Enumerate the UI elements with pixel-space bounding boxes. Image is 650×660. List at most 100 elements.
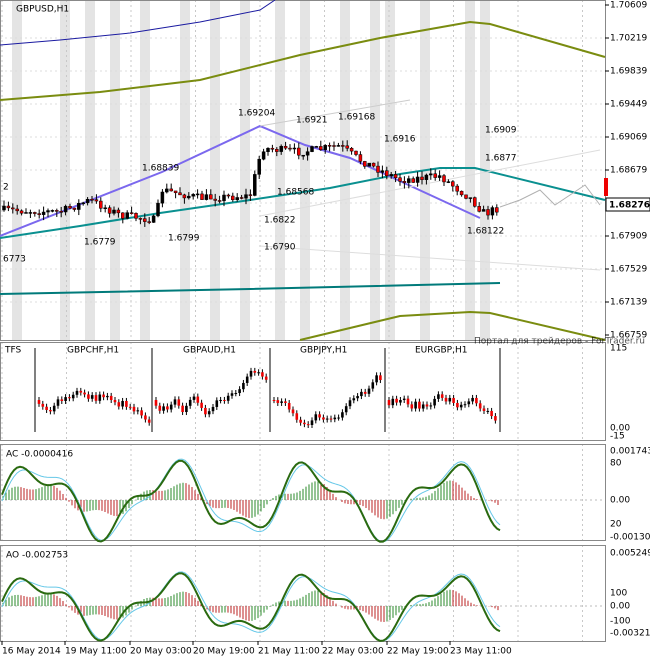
candle-body <box>299 419 302 423</box>
candle-body <box>318 414 321 418</box>
candle-body <box>261 372 264 377</box>
candle-body <box>391 398 395 406</box>
upper-blue-line <box>0 0 276 46</box>
candle-body <box>264 376 268 380</box>
pane-border <box>0 444 606 541</box>
candle-body <box>348 400 352 407</box>
candle-body <box>245 376 249 383</box>
panel-title: TFS <box>4 346 22 356</box>
panel-symbol: GBPJPY,H1 <box>300 346 347 356</box>
candle-body <box>297 147 301 156</box>
price-axis-label: 1.66759 <box>610 331 647 341</box>
candle-body <box>140 410 143 416</box>
candle-body <box>367 162 371 167</box>
candle-body <box>349 148 354 152</box>
candle-body <box>288 147 292 150</box>
candle-body <box>270 147 275 150</box>
pane-title: AO -0.002753 <box>6 551 68 561</box>
candle-body <box>272 400 276 401</box>
candle-body <box>235 197 239 201</box>
candle-body <box>166 406 169 410</box>
candle-body <box>333 417 337 420</box>
candle-body <box>238 389 241 394</box>
candle-body <box>6 205 11 209</box>
price-marker <box>604 178 608 196</box>
candle-body <box>19 210 24 214</box>
candle-body <box>147 419 151 423</box>
price-axis-label: 1.67529 <box>610 265 647 275</box>
candle-body <box>37 400 41 404</box>
oscillator-axis-label: 0.005249 <box>610 549 650 559</box>
price-axis-label: 1.67139 <box>610 298 647 308</box>
candle-body <box>41 211 46 215</box>
candle-body <box>132 406 136 412</box>
candle-body <box>279 145 283 152</box>
fan-line <box>259 245 601 271</box>
candle-body <box>46 210 50 213</box>
candle-body <box>376 165 380 173</box>
candle-body <box>181 405 184 413</box>
candle-body <box>187 195 191 199</box>
candle-body <box>393 174 398 179</box>
candle-body <box>283 145 288 149</box>
candle-body <box>410 404 414 409</box>
candle-body <box>178 192 182 196</box>
candle-body <box>478 403 482 409</box>
candle-body <box>332 145 336 147</box>
candle-body <box>358 154 363 162</box>
candle-body <box>442 175 446 183</box>
candle-body <box>371 382 375 389</box>
candle-body <box>341 412 344 418</box>
candle-body <box>399 400 402 403</box>
candle-body <box>68 205 72 209</box>
candle-body <box>192 396 196 400</box>
candle-body <box>261 151 266 160</box>
candle-body <box>319 146 323 150</box>
candle-body <box>248 194 253 196</box>
candle-body <box>389 174 393 177</box>
candle-body <box>37 213 41 215</box>
candle-body <box>329 418 333 420</box>
fan-line <box>259 149 601 217</box>
pane-border <box>0 342 606 441</box>
price-annotation: 1.6790 <box>264 243 296 253</box>
time-axis-label: 23 May 11:00 <box>450 647 512 657</box>
candle-body <box>429 405 433 407</box>
candle-body <box>2 205 6 211</box>
candle-body <box>451 181 455 187</box>
candle-body <box>429 173 433 176</box>
fan-line <box>259 99 411 127</box>
candle-body <box>444 397 448 402</box>
olive-band-lower <box>299 310 606 341</box>
candle-body <box>90 198 94 201</box>
oscillator-axis-label: 0.00 <box>610 496 630 506</box>
candle-body <box>459 404 463 408</box>
watermark: Портал для трейдеров - ForTrader.ru <box>474 337 645 347</box>
candle-body <box>337 417 340 419</box>
candle-body <box>121 400 124 407</box>
candle-body <box>446 181 451 183</box>
candle-body <box>102 394 105 398</box>
candle-body <box>90 395 94 399</box>
price-annotation: 2 <box>3 183 9 193</box>
candle-body <box>77 202 81 210</box>
candle-body <box>117 402 121 407</box>
candle-body <box>360 391 363 397</box>
candle-body <box>24 212 28 214</box>
tfs-axis-label: 115 <box>610 344 627 354</box>
candle-body <box>147 221 151 223</box>
oscillator-axis-label: 0.00 <box>610 602 630 612</box>
candle-body <box>455 185 459 192</box>
price-annotation: 1.6799 <box>168 234 200 244</box>
candle-body <box>154 400 158 406</box>
candle-body <box>63 205 68 213</box>
tfs-axis-label: -15 <box>610 432 625 442</box>
price-annotation: 1.6877 <box>485 154 517 164</box>
candle-body <box>244 194 248 199</box>
candle-body <box>375 375 378 383</box>
candle-body <box>113 399 117 403</box>
candle-body <box>151 215 156 223</box>
candle-body <box>98 394 102 401</box>
candle-body <box>188 399 192 406</box>
